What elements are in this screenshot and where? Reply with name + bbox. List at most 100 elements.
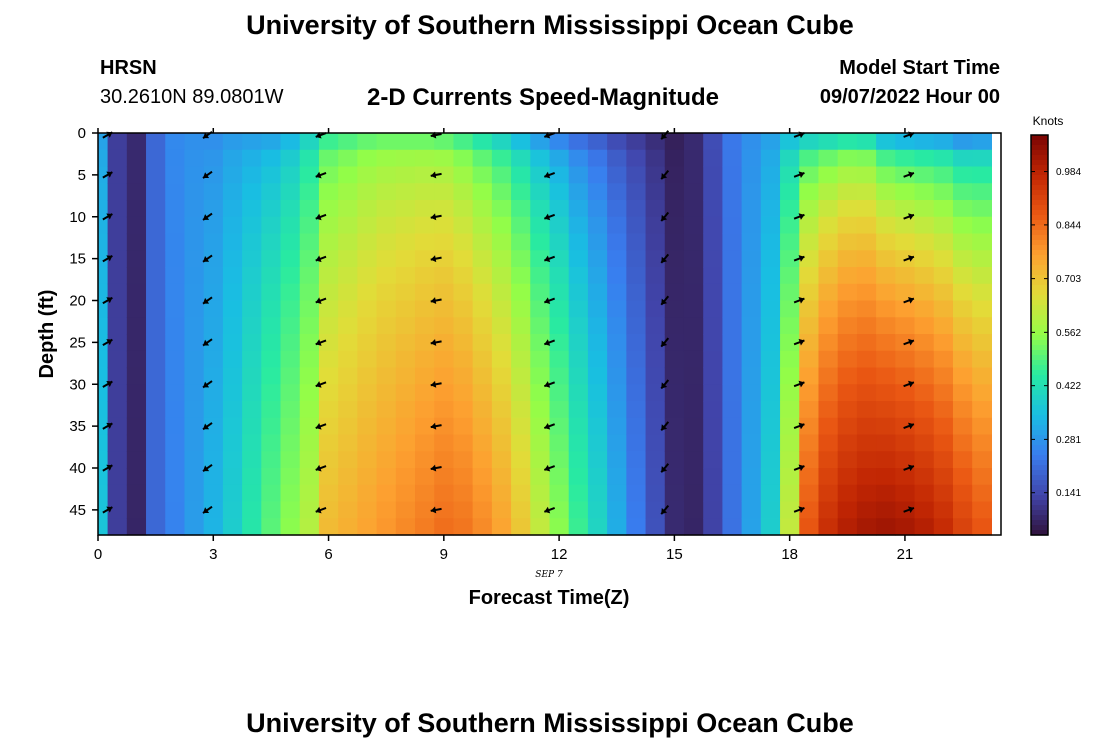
heat-cell: [222, 133, 243, 151]
heat-cell: [453, 518, 474, 536]
heat-cell: [222, 300, 243, 318]
heat-cell: [203, 317, 224, 335]
heat-cell: [626, 149, 647, 168]
heat-cell: [607, 518, 627, 536]
heat-cell: [741, 183, 762, 201]
heat-cell: [376, 468, 397, 486]
heat-cell: [876, 501, 896, 519]
heat-cell: [683, 267, 704, 285]
heat-cell: [98, 166, 109, 184]
heat-cell: [876, 434, 896, 452]
heat-cell: [952, 200, 973, 218]
heat-cell: [856, 350, 877, 369]
heat-cell: [607, 317, 627, 335]
current-arrow: [543, 423, 556, 430]
heat-cell: [722, 133, 743, 151]
colorbar-segment: [1031, 500, 1048, 506]
colorbar-segment: [1031, 150, 1048, 156]
heat-cell: [357, 166, 378, 184]
colorbar-tick-label: 0.281: [1056, 435, 1081, 446]
heat-cell: [914, 501, 935, 519]
heat-cell: [126, 451, 147, 469]
heat-cell: [126, 233, 147, 251]
heat-cell: [568, 451, 589, 469]
heat-cell: [876, 250, 896, 268]
heat-cell: [318, 267, 339, 285]
heat-cell: [799, 518, 820, 536]
heat-cell: [126, 250, 147, 268]
heat-cell: [741, 468, 762, 486]
heat-cell: [587, 283, 608, 302]
heat-cell: [280, 183, 301, 201]
heat-cell: [722, 384, 743, 402]
heat-cell: [511, 300, 531, 318]
colorbar-segment: [1031, 205, 1048, 211]
heat-cell: [222, 216, 243, 235]
heat-cell: [184, 401, 205, 419]
heat-cell: [837, 350, 858, 369]
heat-cell: [703, 350, 724, 369]
heat-cell: [184, 250, 205, 268]
heat-cell: [203, 518, 224, 536]
heat-cell: [242, 350, 262, 369]
heat-cell: [338, 417, 358, 436]
heat-cell: [895, 468, 916, 486]
heat-cell: [318, 384, 339, 402]
heat-cell: [856, 334, 877, 352]
heat-cell: [549, 267, 570, 285]
heat-cell: [280, 384, 301, 402]
heat-cell: [933, 233, 954, 251]
heat-cell: [664, 300, 685, 318]
heat-cell: [933, 149, 954, 168]
heat-cell: [184, 518, 205, 536]
current-arrow: [430, 213, 442, 221]
heat-cell: [107, 300, 128, 318]
heat-cell: [530, 401, 551, 419]
heat-cell: [837, 267, 858, 285]
current-arrow: [660, 421, 670, 431]
heat-cell: [242, 401, 262, 419]
heat-cell: [376, 501, 397, 519]
heat-cell: [722, 350, 743, 369]
heat-cell: [914, 484, 935, 503]
heat-cell: [818, 401, 839, 419]
heat-cell: [376, 317, 397, 335]
heat-cell: [607, 149, 627, 168]
heat-cell: [914, 451, 935, 469]
heat-cell: [203, 451, 224, 469]
heat-cell: [338, 501, 358, 519]
current-arrow: [430, 297, 442, 305]
heat-cell: [645, 484, 666, 503]
colorbar-segment: [1031, 170, 1048, 176]
colorbar-segment: [1031, 530, 1048, 536]
heat-cell: [357, 149, 378, 168]
heat-cell: [357, 300, 378, 318]
heat-cell: [472, 501, 493, 519]
heat-cell: [818, 484, 839, 503]
heat-cell: [760, 518, 781, 536]
heat-cell: [415, 267, 435, 285]
heat-cell: [472, 233, 493, 251]
heat-cell: [683, 417, 704, 436]
heat-cell: [914, 350, 935, 369]
heat-cell: [261, 484, 282, 503]
heat-cell: [126, 501, 147, 519]
x-axis: 0 3 6 9 12 15 18 21: [94, 128, 913, 563]
heat-cell: [395, 166, 416, 184]
colorbar-segment: [1031, 355, 1048, 361]
heat-cell: [376, 166, 397, 184]
heat-cell: [415, 434, 435, 452]
heat-cell: [299, 300, 320, 318]
heat-cell: [664, 334, 685, 352]
heat-cell: [760, 451, 781, 469]
heat-cell: [280, 417, 301, 436]
heat-cell: [261, 216, 282, 235]
heat-cell: [530, 350, 551, 369]
heat-cell: [895, 216, 916, 235]
heat-cell: [491, 417, 512, 436]
heat-cell: [203, 300, 224, 318]
heat-cell: [760, 417, 781, 436]
heat-cell: [741, 484, 762, 503]
heat-cell: [126, 484, 147, 503]
heat-cell: [415, 484, 435, 503]
